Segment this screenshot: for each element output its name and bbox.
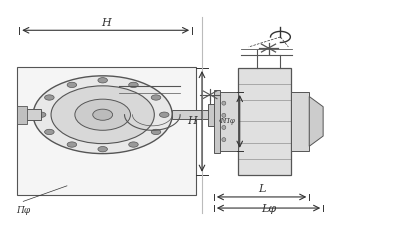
- Circle shape: [44, 129, 54, 135]
- Circle shape: [67, 82, 77, 88]
- Ellipse shape: [222, 101, 226, 105]
- Bar: [220, 92, 238, 151]
- Bar: [172, 110, 212, 119]
- Ellipse shape: [222, 138, 226, 142]
- Circle shape: [129, 142, 138, 147]
- Text: Lφ: Lφ: [261, 204, 276, 214]
- Bar: [238, 68, 291, 175]
- Circle shape: [160, 112, 169, 117]
- Ellipse shape: [222, 126, 226, 129]
- Circle shape: [151, 95, 161, 100]
- Circle shape: [75, 99, 130, 130]
- Bar: [17, 67, 196, 195]
- Text: ΦПφ: ΦПφ: [219, 117, 236, 125]
- Bar: [17, 109, 41, 120]
- Circle shape: [151, 129, 161, 135]
- Circle shape: [93, 109, 113, 120]
- Bar: [17, 106, 27, 124]
- Ellipse shape: [222, 113, 226, 117]
- Circle shape: [33, 76, 172, 154]
- Text: H: H: [188, 116, 197, 126]
- Circle shape: [36, 112, 46, 117]
- Circle shape: [98, 78, 108, 83]
- Bar: [208, 104, 224, 126]
- Polygon shape: [309, 97, 323, 146]
- Circle shape: [51, 86, 154, 144]
- Circle shape: [129, 82, 138, 88]
- Text: L: L: [258, 184, 265, 194]
- Circle shape: [98, 146, 108, 152]
- Circle shape: [44, 95, 54, 100]
- Bar: [214, 90, 220, 153]
- Circle shape: [67, 142, 77, 147]
- Text: H: H: [101, 18, 110, 28]
- Bar: [291, 92, 309, 151]
- Text: Пφ: Пφ: [16, 206, 30, 215]
